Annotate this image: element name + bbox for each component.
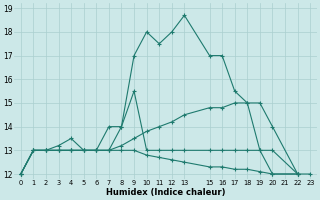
X-axis label: Humidex (Indice chaleur): Humidex (Indice chaleur) bbox=[106, 188, 225, 197]
